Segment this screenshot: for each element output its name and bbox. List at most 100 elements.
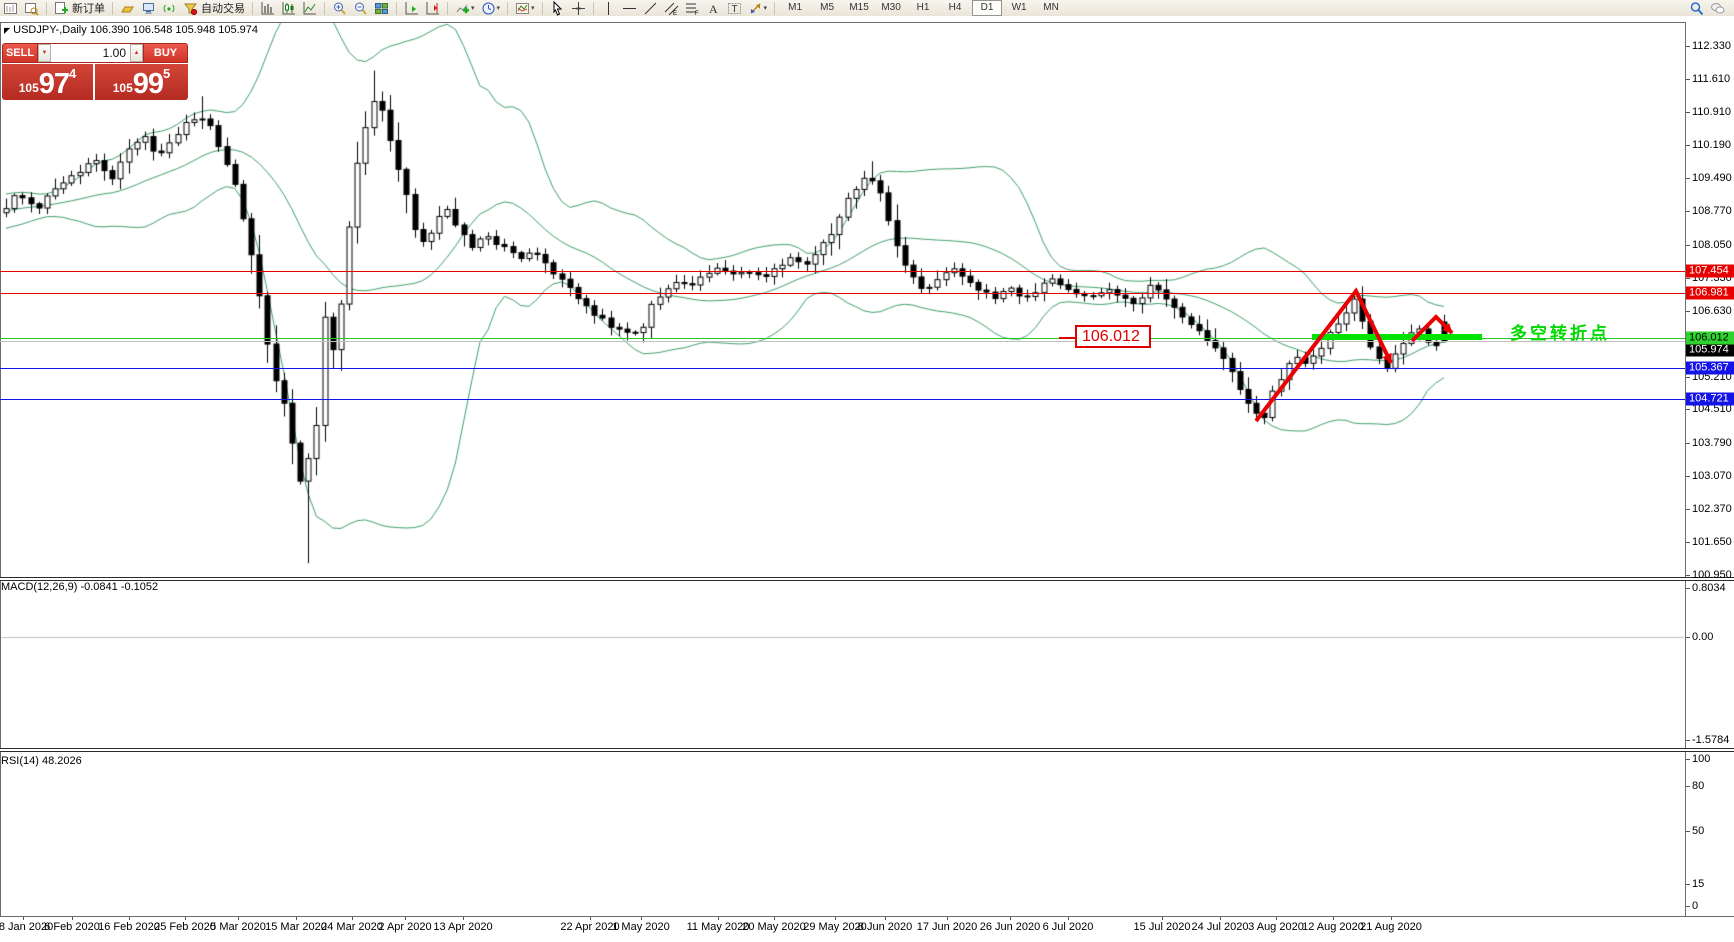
line-chart-button[interactable] (300, 1, 319, 16)
deposit-gold-button[interactable] (118, 1, 137, 16)
toolbar-separator (252, 1, 253, 15)
macd-axis-label: 0.00 (1692, 631, 1714, 643)
support-line-105367[interactable] (0, 368, 1685, 369)
crosshair-button[interactable] (569, 1, 588, 16)
date-tick-mark (590, 917, 591, 920)
pane-divider-macd-rsi[interactable] (0, 748, 1734, 752)
toolbar-separator (507, 1, 509, 15)
timeframe-button-mn[interactable]: MN (1043, 2, 1059, 13)
chart-shift-icon (425, 1, 440, 16)
trendline-icon (643, 1, 658, 16)
buy-button[interactable]: BUY (143, 43, 188, 63)
toolbar-button-label: 新订单 (72, 3, 105, 15)
volume-increase-button[interactable]: ▲ (130, 44, 143, 62)
virtual-hosting-button[interactable] (139, 1, 158, 16)
volume-input[interactable] (51, 44, 130, 62)
zoom-out-button[interactable] (351, 1, 370, 16)
axis-tick-mark (1686, 178, 1690, 179)
axis-tick-mark (1686, 588, 1690, 589)
axis-tick-mark (1686, 311, 1690, 312)
cursor-button[interactable] (548, 0, 567, 16)
equidistant-channel-button[interactable]: E (662, 1, 681, 16)
silver-line[interactable] (0, 341, 1685, 342)
resistance-line-107454[interactable] (0, 271, 1685, 272)
dropdown-caret-icon[interactable]: ▾ (763, 5, 768, 12)
trendline-button[interactable] (641, 1, 660, 16)
date-axis-label: 25 Feb 2020 (154, 921, 216, 933)
horizontal-line-button[interactable] (620, 1, 639, 16)
text-label-button[interactable]: T (725, 1, 744, 16)
price-callout-label[interactable]: 106.012 (1075, 325, 1151, 348)
date-tick-mark (1068, 917, 1069, 920)
periods-button[interactable]: ▾ (479, 1, 503, 16)
signals-button[interactable] (160, 1, 179, 16)
autotrading-button[interactable]: 自动交易 (181, 1, 247, 16)
axis-tick-mark (1686, 245, 1690, 246)
volume-decrease-button[interactable]: ▼ (38, 44, 51, 62)
axis-tick-mark (1686, 409, 1690, 410)
price-callout-leader (1059, 337, 1075, 339)
timeframe-button-d1[interactable]: D1 (972, 0, 1003, 16)
tile-windows-button[interactable] (372, 1, 391, 16)
timeframe-button-w1[interactable]: W1 (1011, 2, 1027, 13)
symbol-period: USDJPY-,Daily (13, 24, 87, 36)
support-line-106012[interactable] (0, 338, 1685, 339)
dropdown-caret-icon[interactable]: ▾ (496, 5, 501, 12)
date-tick-mark (835, 917, 836, 920)
bar-chart-button[interactable] (258, 1, 277, 16)
axis-tick-mark (1686, 906, 1690, 907)
price-axis-label: 101.650 (1692, 536, 1732, 548)
sell-price-sup: 4 (69, 66, 77, 81)
auto-scroll-button[interactable] (402, 1, 421, 16)
timeframe-button-m30[interactable]: M30 (881, 2, 901, 13)
pane-divider-main-macd[interactable] (0, 577, 1734, 581)
timeframe-button-m5[interactable]: M5 (820, 2, 835, 13)
timeframe-button-m15[interactable]: M15 (849, 2, 869, 13)
search-button[interactable] (1687, 1, 1706, 16)
chat-button[interactable] (1708, 1, 1727, 16)
new-order-button[interactable]: 新订单 (52, 1, 107, 16)
toolbar-separator (447, 1, 448, 15)
turning-point-note[interactable]: 多空转折点 (1510, 324, 1610, 343)
sell-price-display[interactable]: 105 97 4 (2, 64, 93, 100)
data-window-button[interactable] (22, 1, 41, 16)
zoom-in-button[interactable] (330, 1, 349, 16)
new-chart-button[interactable] (1, 1, 20, 16)
indicators-icon (455, 1, 470, 16)
timeframe-button-m1[interactable]: M1 (788, 2, 803, 13)
fibonacci-button[interactable]: F (683, 1, 702, 16)
toolbar-button-label: 自动交易 (201, 3, 245, 15)
timeframe-button-h1[interactable]: H1 (916, 2, 930, 13)
arrows-button[interactable]: ▾ (746, 1, 770, 16)
text-button[interactable]: A (704, 1, 723, 16)
axis-tick-mark (1686, 831, 1690, 832)
deposit-gold-icon (120, 1, 135, 16)
support-line-104721[interactable] (0, 399, 1685, 400)
indicators-button[interactable]: ▾ (453, 1, 477, 16)
svg-text:E: E (673, 11, 677, 16)
sell-button[interactable]: SELL (2, 43, 38, 63)
price-tag-106981: 106.981 (1686, 286, 1734, 300)
virtual-hosting-icon (141, 1, 156, 16)
date-axis-label: 2 Apr 2020 (378, 921, 432, 933)
chart-right-border (1685, 22, 1686, 916)
chart-canvas[interactable] (0, 16, 1734, 942)
resistance-line-106981[interactable] (0, 293, 1685, 294)
date-axis-label: 17 Jun 2020 (916, 921, 978, 933)
candlestick-chart-button[interactable] (279, 1, 298, 16)
turning-point-bar[interactable] (1312, 334, 1482, 340)
chart-window[interactable]: 112.330 111.610 110.910 110.190 109.490 108.7… (0, 16, 1734, 942)
dropdown-caret-icon[interactable]: ▾ (471, 5, 475, 12)
sell-price-base: 105 (18, 81, 39, 95)
date-tick-mark (1220, 917, 1221, 920)
axis-tick-mark (1686, 759, 1690, 760)
chart-shift-button[interactable] (423, 1, 442, 16)
timeframe-button-h4[interactable]: H4 (948, 2, 962, 13)
zoom-in-icon (332, 1, 347, 16)
templates-button[interactable]: ▾ (513, 1, 537, 16)
buy-price-display[interactable]: 105 99 5 (95, 64, 188, 100)
dropdown-caret-icon[interactable]: ▾ (531, 5, 535, 12)
vertical-line-button[interactable] (599, 1, 618, 16)
rsi-axis-label: 50 (1692, 825, 1705, 837)
date-tick-mark (947, 917, 948, 920)
